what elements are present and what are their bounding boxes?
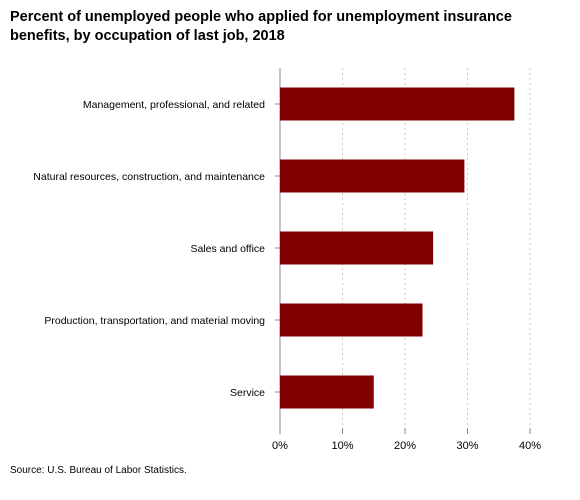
bar bbox=[280, 231, 434, 265]
x-tick-label: 20% bbox=[394, 440, 416, 452]
category-label: Service bbox=[230, 387, 265, 399]
category-label: Sales and office bbox=[190, 243, 265, 255]
bar bbox=[280, 303, 423, 337]
category-label: Production, transportation, and material… bbox=[44, 315, 265, 327]
category-label: Management, professional, and related bbox=[83, 99, 265, 111]
bar bbox=[280, 159, 465, 193]
x-tick-label: 30% bbox=[456, 440, 478, 452]
x-tick-label: 10% bbox=[331, 440, 353, 452]
source-note: Source: U.S. Bureau of Labor Statistics. bbox=[10, 465, 187, 476]
category-label: Natural resources, construction, and mai… bbox=[33, 171, 265, 183]
x-tick-label: 40% bbox=[519, 440, 541, 452]
bar bbox=[280, 87, 515, 121]
x-tick-label: 0% bbox=[272, 440, 288, 452]
chart-title: Percent of unemployed people who applied… bbox=[10, 9, 512, 44]
bar bbox=[280, 375, 374, 409]
